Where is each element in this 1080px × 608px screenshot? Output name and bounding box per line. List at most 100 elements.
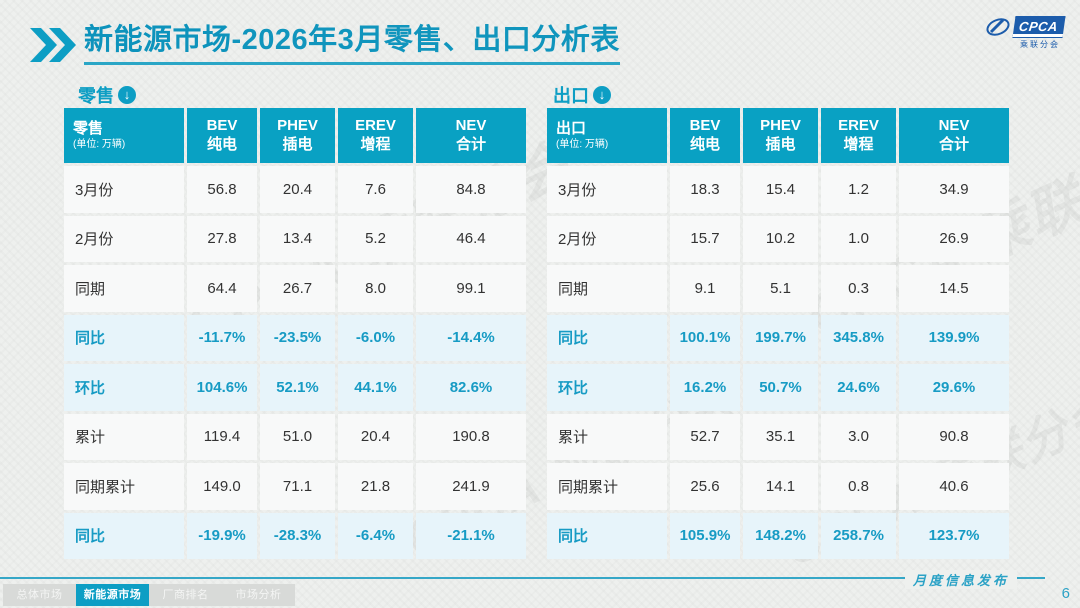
table-cell: 100.1%	[670, 314, 740, 361]
table-cell: 190.8	[416, 413, 526, 460]
table-cell: 26.7	[260, 265, 335, 312]
table-cell: -6.4%	[338, 512, 413, 559]
table-cell: 46.4	[416, 215, 526, 262]
retail-table: 零售 (单位: 万辆) BEV 纯电 PHEV 插电 EREV 增程 NEV 合计 3月份 56.8 2…	[64, 108, 526, 559]
table-corner-title: 零售	[73, 119, 104, 137]
table-cell: 105.9%	[670, 512, 740, 559]
table-cell: 56.8	[187, 166, 257, 213]
table-cell: 10.2	[743, 215, 818, 262]
table-cell: 21.8	[338, 463, 413, 510]
table-cell: -6.0%	[338, 314, 413, 361]
table-cell: 18.3	[670, 166, 740, 213]
column-header: EREV 增程	[821, 108, 896, 163]
row-label: 3月份	[64, 166, 184, 213]
table-cell: -11.7%	[187, 314, 257, 361]
title-row: 新能源市场-2026年3月零售、出口分析表	[30, 24, 620, 66]
table-cell: 258.7%	[821, 512, 896, 559]
table-cell: 14.1	[743, 463, 818, 510]
row-label: 累计	[547, 413, 667, 460]
table-cell: 1.2	[821, 166, 896, 213]
column-header: NEV 合计	[416, 108, 526, 163]
tab-市场分析[interactable]: 市场分析	[222, 584, 295, 606]
page-title-rest: -2026年3月零售、出口分析表	[231, 24, 620, 56]
page-title: 新能源市场-2026年3月零售、出口分析表	[84, 24, 620, 66]
down-arrow-icon: ↓	[593, 86, 611, 104]
export-table: 出口 (单位: 万辆) BEV 纯电 PHEV 插电 EREV 增程 NEV 合计 3月份 18.3 1…	[547, 108, 1009, 559]
row-label: 同比	[64, 314, 184, 361]
table-cell: 52.7	[670, 413, 740, 460]
row-label: 累计	[64, 413, 184, 460]
row-label: 3月份	[547, 166, 667, 213]
table-cell: 29.6%	[899, 364, 1009, 411]
table-cell: 9.1	[670, 265, 740, 312]
table-cell: 14.5	[899, 265, 1009, 312]
row-label: 同期	[64, 265, 184, 312]
table-cell: 51.0	[260, 413, 335, 460]
table-cell: 40.6	[899, 463, 1009, 510]
row-label: 同比	[547, 512, 667, 559]
column-header: NEV 合计	[899, 108, 1009, 163]
row-label: 环比	[547, 364, 667, 411]
table-cell: 104.6%	[187, 364, 257, 411]
export-section-text: 出口	[553, 86, 589, 106]
table-cell: 71.1	[260, 463, 335, 510]
table-cell: 99.1	[416, 265, 526, 312]
table-cell: 148.2%	[743, 512, 818, 559]
page-title-highlight: 新能源市场	[84, 24, 232, 56]
table-cell: 7.6	[338, 166, 413, 213]
cpca-logo-text: CPCA	[1012, 16, 1066, 38]
table-cell: 64.4	[187, 265, 257, 312]
tab-新能源市场[interactable]: 新能源市场	[76, 584, 149, 606]
double-chevron-icon	[30, 28, 76, 62]
table-cell: 5.2	[338, 215, 413, 262]
table-cell: 90.8	[899, 413, 1009, 460]
column-header: BEV 纯电	[670, 108, 740, 163]
column-header: EREV 增程	[338, 108, 413, 163]
cpca-logo: CPCA 乘联分会	[978, 16, 1066, 50]
retail-section-text: 零售	[78, 86, 114, 106]
table-cell: 34.9	[899, 166, 1009, 213]
table-cell: 139.9%	[899, 314, 1009, 361]
table-cell: 149.0	[187, 463, 257, 510]
table-cell: 123.7%	[899, 512, 1009, 559]
table-cell: 20.4	[338, 413, 413, 460]
page-number: 6	[1061, 585, 1070, 602]
table-cell: 82.6%	[416, 364, 526, 411]
table-corner-title: 出口	[556, 119, 587, 137]
row-label: 同期累计	[547, 463, 667, 510]
table-cell: 52.1%	[260, 364, 335, 411]
table-cell: 50.7%	[743, 364, 818, 411]
row-label: 环比	[64, 364, 184, 411]
table-cell: 26.9	[899, 215, 1009, 262]
cpca-logo-subtext: 乘联分会	[1020, 40, 1060, 49]
table-unit-label: (单位: 万辆)	[556, 138, 609, 150]
cpca-swoosh-icon	[986, 18, 1010, 36]
table-unit-label: (单位: 万辆)	[73, 138, 126, 150]
table-cell: 27.8	[187, 215, 257, 262]
footer-divider	[0, 577, 1045, 579]
table-cell: 13.4	[260, 215, 335, 262]
table-cell: 20.4	[260, 166, 335, 213]
table-cell: 3.0	[821, 413, 896, 460]
bottom-nav-tabs: 总体市场 新能源市场 厂商排名 市场分析	[3, 584, 295, 606]
table-cell: 0.3	[821, 265, 896, 312]
table-cell: 119.4	[187, 413, 257, 460]
table-cell: 15.4	[743, 166, 818, 213]
table-cell: 345.8%	[821, 314, 896, 361]
table-cell: -28.3%	[260, 512, 335, 559]
table-corner-header: 出口 (单位: 万辆)	[547, 108, 667, 163]
tab-总体市场[interactable]: 总体市场	[3, 584, 76, 606]
table-cell: 24.6%	[821, 364, 896, 411]
table-cell: 199.7%	[743, 314, 818, 361]
table-cell: 35.1	[743, 413, 818, 460]
table-cell: 84.8	[416, 166, 526, 213]
table-cell: 44.1%	[338, 364, 413, 411]
table-cell: -14.4%	[416, 314, 526, 361]
row-label: 同比	[64, 512, 184, 559]
footer-note: 月度信息发布	[905, 570, 1018, 589]
tab-厂商排名[interactable]: 厂商排名	[149, 584, 222, 606]
row-label: 2月份	[547, 215, 667, 262]
table-cell: -19.9%	[187, 512, 257, 559]
row-label: 同期累计	[64, 463, 184, 510]
